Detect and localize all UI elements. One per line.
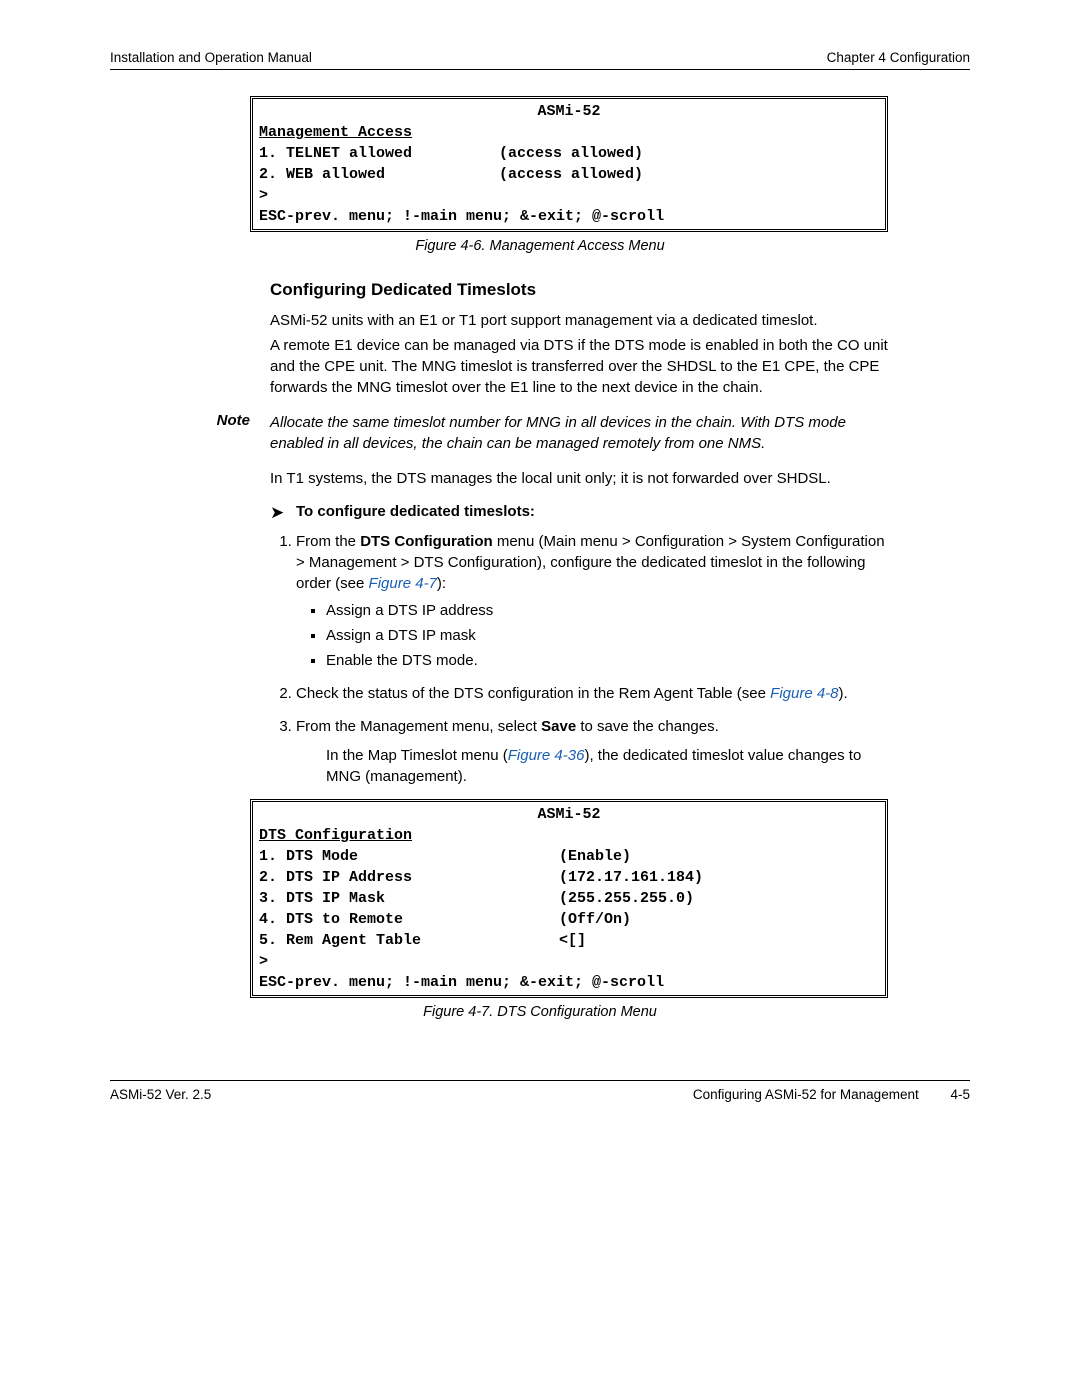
note-block: Note Allocate the same timeslot number f… <box>110 412 970 454</box>
terminal-row: 1. DTS Mode(Enable) <box>259 846 879 867</box>
note-label: Note <box>110 412 270 454</box>
paragraph: ASMi-52 units with an E1 or T1 port supp… <box>270 310 890 331</box>
terminal-footer: ESC-prev. menu; !-main menu; &-exit; @-s… <box>259 972 879 993</box>
step-item: From the DTS Configuration menu (Main me… <box>296 531 890 671</box>
header-right: Chapter 4 Configuration <box>827 50 970 65</box>
bullet-item: Assign a DTS IP address <box>326 600 890 621</box>
bullet-item: Assign a DTS IP mask <box>326 625 890 646</box>
page-footer: ASMi-52 Ver. 2.5 Configuring ASMi-52 for… <box>110 1080 970 1102</box>
note-body: Allocate the same timeslot number for MN… <box>270 412 890 454</box>
terminal-device: ASMi-52 <box>259 101 879 122</box>
terminal-row: 4. DTS to Remote(Off/On) <box>259 909 879 930</box>
header-left: Installation and Operation Manual <box>110 50 312 65</box>
terminal-row: 2. DTS IP Address(172.17.161.184) <box>259 867 879 888</box>
figure-caption: Figure 4-7. DTS Configuration Menu <box>110 1004 970 1020</box>
step-subtext: In the Map Timeslot menu (Figure 4-36), … <box>326 745 890 787</box>
terminal-row: 3. DTS IP Mask(255.255.255.0) <box>259 888 879 909</box>
terminal-subtitle: Management Access <box>259 122 879 143</box>
section-heading: Configuring Dedicated Timeslots <box>270 280 890 300</box>
footer-right: Configuring ASMi-52 for Management 4-5 <box>693 1087 970 1102</box>
bullet-list: Assign a DTS IP address Assign a DTS IP … <box>296 600 890 671</box>
terminal-subtitle: DTS Configuration <box>259 825 879 846</box>
pointer-icon: ➤ <box>270 503 296 523</box>
paragraph: In T1 systems, the DTS manages the local… <box>270 468 890 489</box>
figure-caption: Figure 4-6. Management Access Menu <box>110 238 970 254</box>
terminal-prompt: > <box>259 951 879 972</box>
terminal-row: 5. Rem Agent Table<[] <box>259 930 879 951</box>
figure-link[interactable]: Figure 4-8 <box>770 685 838 702</box>
page-number: 4-5 <box>950 1087 970 1102</box>
terminal-footer: ESC-prev. menu; !-main menu; &-exit; @-s… <box>259 206 879 227</box>
footer-left: ASMi-52 Ver. 2.5 <box>110 1087 211 1102</box>
bullet-item: Enable the DTS mode. <box>326 650 890 671</box>
step-item: From the Management menu, select Save to… <box>296 716 890 787</box>
terminal-row: 1. TELNET allowed (access allowed) <box>259 143 879 164</box>
figure-link[interactable]: Figure 4-36 <box>508 747 585 764</box>
terminal-management-access: ASMi-52 Management Access 1. TELNET allo… <box>250 96 888 232</box>
terminal-prompt: > <box>259 185 879 206</box>
figure-link[interactable]: Figure 4-7 <box>369 575 437 592</box>
procedure-steps: From the DTS Configuration menu (Main me… <box>270 531 890 787</box>
terminal-row: 2. WEB allowed (access allowed) <box>259 164 879 185</box>
step-item: Check the status of the DTS configuratio… <box>296 683 890 704</box>
terminal-device: ASMi-52 <box>259 804 879 825</box>
terminal-dts-config: ASMi-52 DTS Configuration 1. DTS Mode(En… <box>250 799 888 998</box>
procedure-header: ➤ To configure dedicated timeslots: <box>270 503 890 523</box>
paragraph: A remote E1 device can be managed via DT… <box>270 335 890 398</box>
page-header: Installation and Operation Manual Chapte… <box>110 50 970 70</box>
procedure-title: To configure dedicated timeslots: <box>296 503 535 523</box>
